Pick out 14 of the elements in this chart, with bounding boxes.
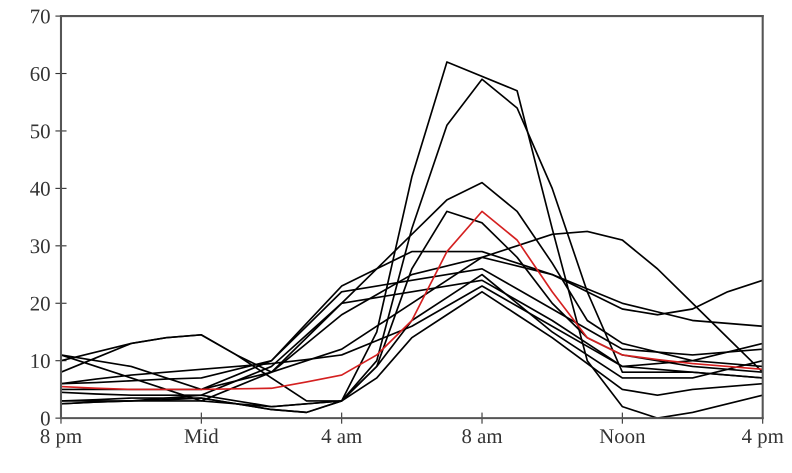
y-tick-label: 70 bbox=[31, 9, 50, 24]
x-tick-label: Mid bbox=[184, 428, 218, 444]
y-tick-label: 0 bbox=[40, 412, 50, 426]
x-tick-label: 4 pm bbox=[742, 429, 784, 448]
x-tick-label: 4 am bbox=[322, 429, 362, 444]
x-tick-label: 8 pm bbox=[40, 429, 82, 448]
x-tick-label: 8 am bbox=[462, 429, 502, 444]
y-tick-label: 30 bbox=[30, 239, 50, 254]
y-tick-label: 60 bbox=[30, 66, 50, 81]
x-tick-label: Noon bbox=[600, 429, 646, 444]
y-tick-label: 50 bbox=[30, 124, 50, 138]
y-tick-label: 20 bbox=[30, 296, 50, 311]
y-tick-label: 10 bbox=[32, 354, 50, 368]
y-tick-label: 40 bbox=[30, 182, 50, 196]
